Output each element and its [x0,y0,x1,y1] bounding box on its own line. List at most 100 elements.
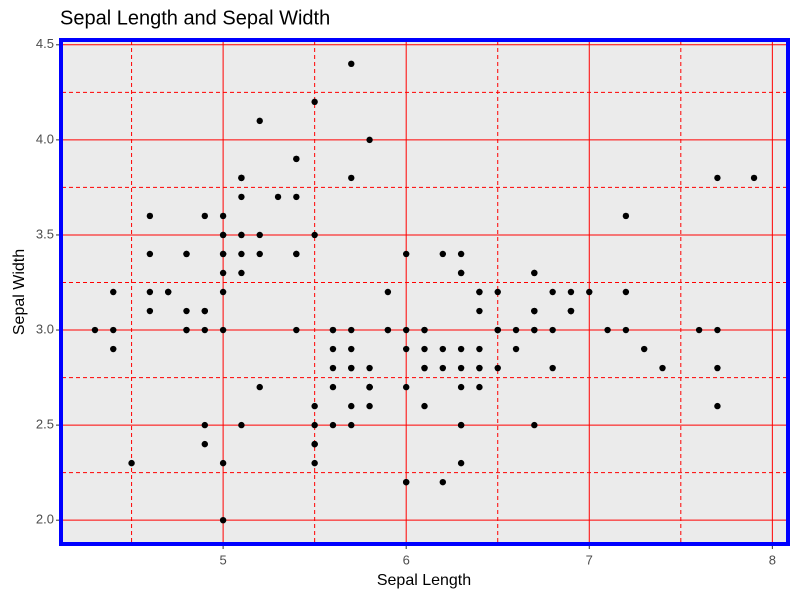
point [402,345,410,353]
point [293,155,300,163]
point [750,174,758,182]
point [311,231,318,239]
plot-panel [62,41,787,543]
point [439,345,447,353]
point [567,288,575,296]
point [256,250,263,258]
point [494,326,501,334]
point [531,326,538,334]
point [110,345,117,353]
x-tick-label: 6 [403,552,410,567]
point [549,288,556,296]
point [421,345,428,353]
point [439,250,447,258]
point [457,383,465,391]
point [329,364,337,372]
point [110,326,117,334]
point [549,364,556,372]
point [293,326,300,334]
point [476,383,483,391]
point [311,459,318,467]
point [421,402,428,410]
point [457,421,465,429]
point [622,212,630,220]
point [714,326,721,334]
point [714,364,721,372]
point [219,250,227,258]
point [348,326,355,334]
y-tick-label: 2.5 [36,417,54,432]
panel-border [59,38,790,546]
point [146,212,154,220]
point [494,288,501,296]
point [622,326,630,334]
point [695,326,703,334]
point [183,326,190,334]
point [219,288,227,296]
point [457,459,465,467]
y-tick-label: 4.0 [36,131,54,146]
point [476,288,483,296]
point [512,345,520,353]
point [311,440,318,448]
point [604,326,611,334]
y-tick-label: 2.0 [36,512,54,527]
point [640,345,648,353]
point [366,383,373,391]
point [238,269,245,277]
point [348,402,355,410]
point [201,421,209,429]
point [146,250,154,258]
point [476,364,483,372]
point [457,345,465,353]
x-tick-label: 8 [769,552,776,567]
point [384,326,392,334]
point [402,383,410,391]
point [622,288,630,296]
point [366,136,373,144]
point [219,269,227,277]
point [402,478,410,486]
point [201,440,209,448]
point [128,459,135,467]
point [439,364,447,372]
point [567,307,575,315]
point [238,231,245,239]
point [201,212,209,220]
point [512,326,520,334]
point [164,288,172,296]
x-tick-label: 5 [219,552,226,567]
point [348,60,355,68]
point [366,402,373,410]
point [659,364,666,372]
point [146,288,154,296]
point [348,421,355,429]
point [421,326,428,334]
point [238,421,245,429]
point [311,98,318,106]
y-tick-label: 3.5 [36,226,54,241]
point [311,402,318,410]
point [494,364,501,372]
point [293,250,300,258]
point [421,364,428,372]
point [549,326,556,334]
point [531,269,538,277]
point [238,174,245,182]
point [457,250,465,258]
point [348,174,355,182]
point [329,345,337,353]
point [146,307,154,315]
y-tick-label: 3.0 [36,321,54,336]
point [586,288,593,296]
point [201,307,209,315]
point [219,231,227,239]
chart-title: Sepal Length and Sepal Width [60,7,330,29]
point [476,345,483,353]
point [256,383,263,391]
point [238,193,245,201]
y-tick-label: 4.5 [36,36,54,51]
point [402,250,410,258]
